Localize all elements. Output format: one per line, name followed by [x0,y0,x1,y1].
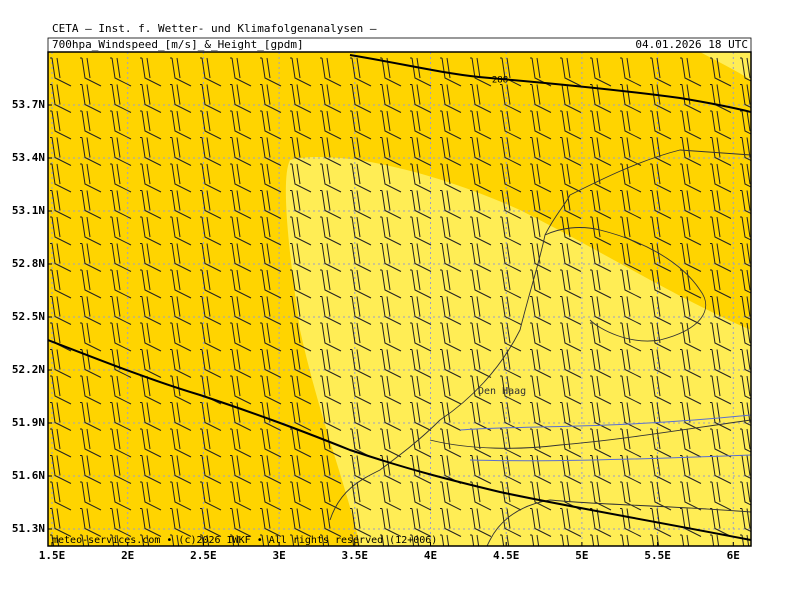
map-frame [47,51,752,547]
y-tick-label: 51.3N [12,522,45,535]
x-tick-label: 3E [272,549,285,562]
y-tick-label: 53.7N [12,98,45,111]
x-tick-label: 1.5E [39,549,66,562]
x-tick-label: 5E [575,549,588,562]
credit: meteo-services.com • (c)2026 IWKF • All … [52,535,437,546]
x-tick-label: 2E [121,549,134,562]
wind-barbs [50,57,751,546]
x-tick-label: 2.5E [190,549,217,562]
map-area: 288 Den Haag meteo-services.com • (c)202… [48,52,751,546]
x-tick-label: 4.5E [493,549,520,562]
x-tick-label: 4E [424,549,437,562]
x-tick-label: 3.5E [342,549,369,562]
x-tick-label: 6E [727,549,740,562]
wind-field-light [285,157,751,546]
y-tick-label: 53.4N [12,151,45,164]
datetime: 04.01.2026 18 UTC [635,38,748,51]
coastline [329,149,751,546]
y-tick-label: 51.6N [12,469,45,482]
wind-field-light-corner [700,52,751,80]
title: CETA — Inst. f. Wetter- und Klimafolgena… [52,22,377,35]
y-tick-label: 53.1N [12,204,45,217]
graticule [48,52,751,546]
axis-labels: 1.5E 2E 2.5E 3E 3.5E 4E 4.5E 5E 5.5E 6E 53.7N 53.4N… [12,98,740,562]
city-label: Den Haag [478,386,526,397]
y-tick-label: 51.9N [12,416,45,429]
contour-label: 288 [492,76,508,86]
y-tick-label: 52.5N [12,310,45,323]
y-tick-label: 52.2N [12,363,45,376]
subtitle: 700hpa_Windspeed_[m/s]_&_Height_[gpdm] [52,38,304,51]
x-tick-label: 5.5E [644,549,671,562]
height-contour [349,54,751,113]
y-tick-label: 52.8N [12,257,45,270]
rivers [459,414,751,462]
height-contour [48,339,751,541]
